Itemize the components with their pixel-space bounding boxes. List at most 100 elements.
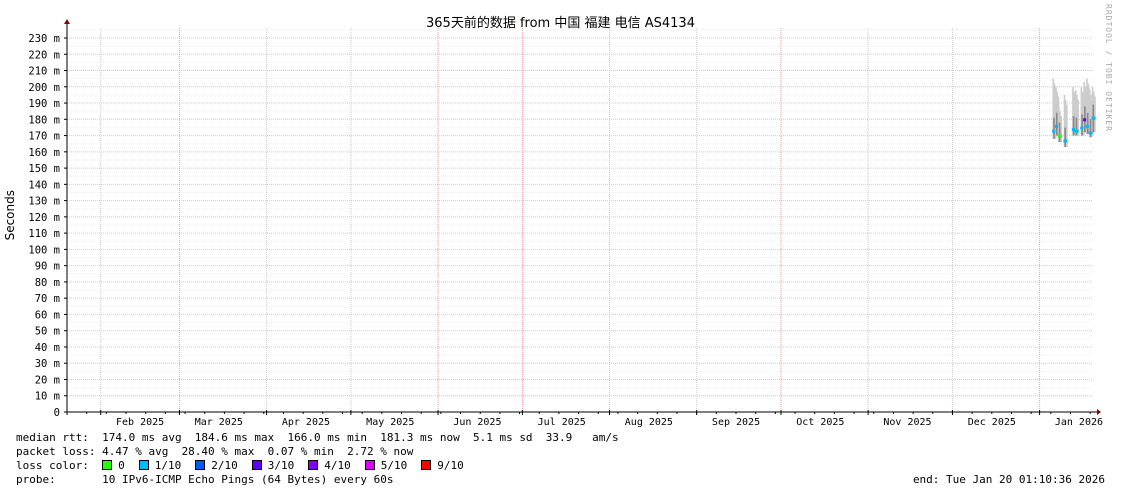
x-tick-label: Jan 2026	[1055, 417, 1103, 428]
smoke-band	[1052, 78, 1055, 139]
smoke-band	[1087, 83, 1089, 134]
loss-color-swatch	[364, 460, 375, 470]
x-tick-label: Jun 2025	[453, 417, 501, 428]
median-point	[1063, 139, 1068, 143]
y-tick-label: 100 m	[28, 244, 60, 256]
smoke-core	[1086, 112, 1089, 134]
median-point	[1080, 126, 1085, 130]
loss-color-text: 0	[118, 459, 125, 472]
smoke-band	[1073, 91, 1075, 136]
median-point	[1083, 118, 1088, 122]
median-point	[1074, 129, 1079, 133]
loss-color-item: 9/10	[421, 459, 464, 472]
chart-title: 365天前的数据 from 中国 福建 电信 AS4134	[426, 16, 695, 31]
y-tick-label: 200 m	[28, 82, 60, 94]
smoke-core	[1064, 127, 1066, 147]
x-tick-label: Nov 2025	[883, 417, 931, 428]
loss-color-text: 3/10	[267, 459, 295, 472]
median-point	[1054, 124, 1059, 128]
y-tick-label: 10 m	[35, 391, 60, 403]
smoke-band	[1088, 90, 1091, 138]
y-tick-label: 230 m	[28, 33, 60, 45]
smoke-core	[1089, 119, 1092, 138]
smoke-band	[1074, 90, 1077, 136]
loss-color-swatch	[308, 460, 319, 470]
loss-color-text: 1/10	[154, 459, 182, 472]
rrdtool-watermark: RRDTOOL / TOBI OETIKER	[1104, 4, 1113, 132]
x-tick-label: Oct 2025	[796, 417, 844, 428]
median-point	[1091, 116, 1096, 120]
smoke-core	[1072, 116, 1075, 136]
loss-color-swatch	[102, 460, 113, 470]
y-tick-label: 50 m	[35, 326, 60, 338]
loss-color-text: 2/10	[211, 459, 238, 472]
x-axis-arrow	[1097, 409, 1101, 415]
x-tick-label: Apr 2025	[282, 417, 330, 428]
smoke-band	[1063, 94, 1066, 147]
y-tick-label: 30 m	[35, 358, 60, 370]
x-tick-label: Jul 2025	[538, 417, 586, 428]
y-tick-label: 70 m	[35, 293, 60, 305]
loss-color-item: 4/10	[308, 459, 351, 472]
median-point	[1052, 129, 1057, 133]
smoke-core	[1058, 122, 1061, 143]
y-tick-label: 90 m	[35, 261, 60, 273]
smoke-core	[1081, 114, 1083, 136]
loss-color-legend: loss color: 0 1/10 2/10 3/10 4/10 5/10 9/10	[16, 459, 478, 472]
smoke-band	[1072, 86, 1074, 136]
loss-color-label: loss color:	[16, 459, 103, 472]
y-tick-label: 80 m	[35, 277, 60, 289]
smoke-band	[1066, 104, 1068, 147]
loss-color-swatch	[138, 460, 149, 470]
median-point	[1085, 124, 1090, 128]
x-tick-label: May 2025	[366, 417, 414, 428]
y-tick-label: 20 m	[35, 374, 60, 386]
probe-line: probe: 10 IPv6-ICMP Echo Pings (64 Bytes…	[16, 473, 394, 486]
y-tick-label: 40 m	[35, 342, 60, 354]
loss-color-swatch	[195, 460, 206, 470]
loss-color-text: 5/10	[380, 459, 408, 472]
y-tick-label: 110 m	[28, 228, 60, 240]
smoke-core	[1075, 117, 1078, 136]
median-point	[1057, 134, 1062, 138]
y-tick-label: 220 m	[28, 49, 60, 61]
x-tick-label: Aug 2025	[625, 417, 673, 428]
end-time: end: Tue Jan 20 01:10:36 2026	[912, 473, 1105, 486]
loss-color-item: 5/10	[364, 459, 408, 472]
y-tick-label: 210 m	[28, 66, 60, 78]
median-point	[1088, 131, 1093, 135]
y-tick-label: 0	[54, 407, 60, 419]
loss-color-swatch	[421, 460, 432, 470]
smoke-band	[1064, 99, 1067, 147]
loss-color-text: 9/10	[437, 459, 464, 472]
smoke-band	[1055, 86, 1057, 136]
y-tick-label: 190 m	[28, 98, 60, 110]
median-point	[1071, 128, 1076, 132]
loss-color-item: 2/10	[195, 459, 238, 472]
smoke-core	[1055, 112, 1058, 136]
smoke-band	[1081, 91, 1084, 136]
x-tick-label: Mar 2025	[195, 417, 243, 428]
y-tick-label: 120 m	[28, 212, 60, 224]
smoke-band	[1053, 83, 1056, 139]
y-tick-label: 170 m	[28, 131, 60, 143]
smoke-band	[1080, 86, 1083, 136]
loss-color-swatch	[251, 460, 262, 470]
smoke-band	[1060, 116, 1063, 143]
packet-loss-line: packet loss: 4.47 % avg 28.40 % max 0.07…	[16, 445, 414, 458]
y-axis-arrow	[64, 19, 70, 24]
smoke-band	[1094, 96, 1096, 133]
loss-color-item: 1/10	[138, 459, 182, 472]
smoke-band	[1076, 94, 1078, 136]
loss-color-item: 0	[102, 459, 125, 472]
y-tick-label: 150 m	[28, 163, 60, 175]
smoke-band	[1090, 94, 1092, 138]
x-tick-label: Dec 2025	[968, 417, 1016, 428]
smoke-core	[1053, 117, 1055, 139]
x-tick-label: Feb 2025	[116, 417, 164, 428]
smoke-band	[1077, 99, 1079, 136]
y-tick-label: 130 m	[28, 196, 60, 208]
y-tick-label: 60 m	[35, 309, 60, 321]
median-rtt-line: median rtt: 174.0 ms avg 184.6 ms max 16…	[16, 431, 619, 444]
